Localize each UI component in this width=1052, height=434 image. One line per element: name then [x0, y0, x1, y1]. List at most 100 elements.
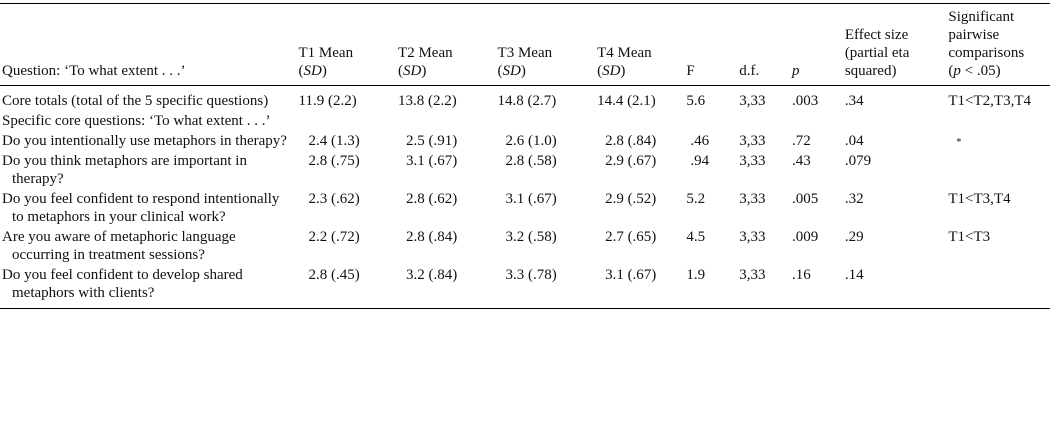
header-t1: T1 Mean (SD)	[298, 45, 354, 79]
cell-f: 5.2	[686, 191, 706, 207]
row-question: Do you feel confident to develop shared …	[0, 265, 297, 309]
header-t2: T2 Mean (SD)	[398, 45, 453, 79]
cell-t2: 2.8 (.62)	[406, 191, 458, 207]
cell-t3: 2.6 (1.0)	[505, 133, 557, 149]
header-t2-label: T2 Mean	[398, 45, 453, 61]
row-question: Specific core questions: ‘To what extent…	[0, 111, 297, 131]
cell-effect: .14	[844, 267, 864, 283]
table-row: Do you think metaphors are important in …	[0, 151, 1050, 189]
cell-t4: 14.4 (2.1)	[597, 93, 656, 109]
header-question: Question: ‘To what extent . . .’	[0, 4, 297, 86]
cell-t1	[297, 111, 397, 131]
cell-f: .46	[690, 133, 710, 149]
cell-t3: 3.1 (.67)	[505, 191, 557, 207]
cell-pairwise: T1<T3	[948, 229, 991, 245]
cell-t1: 2.3 (.62)	[308, 191, 360, 207]
cell-t4: 3.1 (.67)	[605, 267, 657, 283]
cell-t1: 2.4 (1.3)	[308, 133, 360, 149]
header-t3-sd: SD	[502, 63, 521, 79]
row-question-text: Core totals (total of the 5 specific que…	[2, 93, 269, 109]
cell-p: .003	[792, 93, 819, 109]
header-effect-size: Effect size (partial eta squared)	[844, 27, 910, 79]
row-question-text: Do you feel confident to respond intenti…	[2, 191, 280, 225]
cell-f	[684, 111, 737, 131]
table-row: Are you aware of metaphoric language occ…	[0, 227, 1050, 265]
row-subheading-text: Specific core questions: ‘To what extent…	[2, 113, 271, 129]
cell-t3: 3.2 (.58)	[505, 229, 557, 245]
header-question-text: Question: ‘To what extent . . .’	[2, 63, 186, 79]
cell-df: 3,33	[739, 133, 766, 149]
cell-t1: 11.9 (2.2)	[298, 93, 357, 109]
header-pairwise: Significant pairwise comparisons (p < .05…	[948, 9, 1025, 79]
cell-t2: 13.8 (2.2)	[398, 93, 457, 109]
header-pairwise-p: p	[953, 63, 961, 79]
table-row: Do you intentionally use metaphors in th…	[0, 131, 1050, 151]
cell-effect: .29	[844, 229, 864, 245]
cell-t2: 2.5 (.91)	[406, 133, 458, 149]
cell-pairwise: T1<T2,T3,T4	[948, 93, 1032, 109]
row-question-text: Do you intentionally use metaphors in th…	[2, 133, 287, 149]
header-t4: T4 Mean (SD)	[597, 45, 652, 79]
cell-t4: 2.9 (.67)	[605, 153, 657, 169]
row-question-text: Do you feel confident to develop shared …	[2, 267, 243, 301]
cell-df: 3,33	[739, 93, 766, 109]
cell-t4: 2.9 (.52)	[605, 191, 657, 207]
footnote-marker: *	[956, 137, 962, 148]
cell-df: 3,33	[739, 153, 766, 169]
cell-pairwise	[946, 151, 1050, 189]
cell-p: .009	[792, 229, 819, 245]
row-question: Do you feel confident to respond intenti…	[0, 189, 297, 227]
cell-t1: 2.8 (.75)	[308, 153, 360, 169]
cell-f: .94	[690, 153, 710, 169]
results-table: Question: ‘To what extent . . .’ T1 Mean…	[0, 3, 1050, 309]
cell-f: 5.6	[686, 93, 706, 109]
row-question-text: Do you think metaphors are important in …	[2, 153, 247, 187]
cell-t3	[496, 111, 596, 131]
cell-t3: 2.8 (.58)	[505, 153, 557, 169]
cell-p: .43	[792, 153, 811, 169]
table-row: Do you feel confident to respond intenti…	[0, 189, 1050, 227]
cell-t2	[396, 111, 496, 131]
header-t2-sd: SD	[403, 63, 422, 79]
header-p: p	[790, 4, 843, 86]
header-t4-label: T4 Mean	[597, 45, 652, 61]
cell-effect: .34	[844, 93, 864, 109]
cell-t1: 2.8 (.45)	[308, 267, 360, 283]
header-pairwise-label: Significant pairwise comparisons	[948, 9, 1025, 61]
row-question: Are you aware of metaphoric language occ…	[0, 227, 297, 265]
header-t4-sd: SD	[602, 63, 621, 79]
header-f: F	[686, 63, 695, 79]
cell-t2: 3.1 (.67)	[406, 153, 458, 169]
cell-t3: 14.8 (2.7)	[497, 93, 557, 109]
cell-t1: 2.2 (.72)	[308, 229, 360, 245]
row-question: Do you intentionally use metaphors in th…	[0, 131, 297, 151]
table-row-subheading: Specific core questions: ‘To what extent…	[0, 111, 1050, 131]
cell-df: 3,33	[739, 229, 766, 245]
cell-t4: 2.7 (.65)	[605, 229, 657, 245]
cell-t2: 3.2 (.84)	[406, 267, 458, 283]
cell-pairwise	[946, 111, 1050, 131]
table-body: Core totals (total of the 5 specific que…	[0, 86, 1050, 309]
cell-pairwise: *	[946, 131, 1050, 151]
cell-effect: .04	[844, 133, 864, 149]
header-t1-label: T1 Mean	[298, 45, 354, 61]
cell-p: .72	[792, 133, 811, 149]
cell-p: .005	[792, 191, 819, 207]
cell-f: 4.5	[686, 229, 706, 245]
header-df: d.f.	[739, 63, 760, 79]
header-t1-sd: SD	[303, 63, 322, 79]
cell-pairwise	[946, 265, 1050, 309]
row-question: Core totals (total of the 5 specific que…	[0, 86, 297, 112]
row-question: Do you think metaphors are important in …	[0, 151, 297, 189]
cell-effect: .079	[844, 153, 872, 169]
header-t3-label: T3 Mean	[497, 45, 553, 61]
cell-t4: 2.8 (.84)	[605, 133, 657, 149]
cell-f: 1.9	[686, 267, 706, 283]
cell-effect: .32	[844, 191, 864, 207]
table-row: Core totals (total of the 5 specific que…	[0, 86, 1050, 112]
header-row: Question: ‘To what extent . . .’ T1 Mean…	[0, 4, 1050, 86]
cell-p	[790, 111, 843, 131]
cell-pairwise: T1<T3,T4	[948, 191, 1011, 207]
header-t3: T3 Mean (SD)	[497, 45, 553, 79]
cell-t3: 3.3 (.78)	[505, 267, 557, 283]
